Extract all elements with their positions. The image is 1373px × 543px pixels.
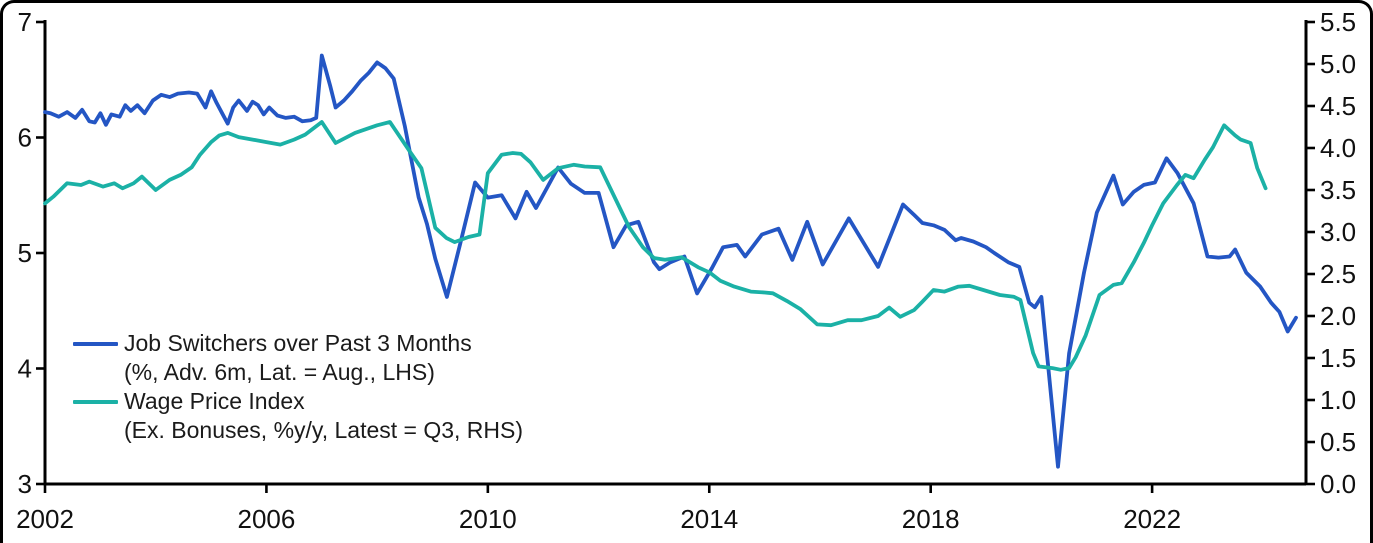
legend-sublabel-wage-price-index: (Ex. Bonuses, %y/y, Latest = Q3, RHS) — [124, 417, 524, 443]
x-axis-tick-label: 2014 — [680, 504, 738, 534]
x-axis-tick-label: 2018 — [902, 504, 960, 534]
series-line-wage-price-index — [43, 120, 1268, 372]
legend-entry-wage-price-index: Wage Price Index — [73, 387, 523, 416]
legend-line-swatch-wage-price-index — [73, 399, 118, 404]
legend-label-wage-price-index: Wage Price Index — [124, 388, 305, 414]
right-axis-tick-label: 1.5 — [1320, 343, 1356, 373]
right-axis-tick-label: 5.5 — [1320, 7, 1356, 37]
x-axis-tick-label: 2002 — [16, 504, 74, 534]
legend-subentry-job-switchers: (%, Adv. 6m, Lat. = Aug., LHS) — [73, 358, 523, 387]
chart-legend: Job Switchers over Past 3 Months (%, Adv… — [73, 329, 523, 445]
x-axis-tick-label: 2010 — [459, 504, 517, 534]
right-axis-tick-label: 5.0 — [1320, 49, 1356, 79]
right-axis-tick-label: 2.0 — [1320, 301, 1356, 331]
x-axis-tick-label: 2006 — [238, 504, 296, 534]
left-axis-tick-label: 5 — [18, 238, 32, 268]
right-axis-tick-label: 3.0 — [1320, 217, 1356, 247]
right-axis-tick-label: 2.5 — [1320, 259, 1356, 289]
left-axis-tick-label: 3 — [18, 469, 32, 499]
right-axis-tick-label: 1.0 — [1320, 385, 1356, 415]
left-axis-tick-label: 4 — [18, 354, 32, 384]
right-axis-tick-label: 0.5 — [1320, 427, 1356, 457]
right-axis-tick-label: 0.0 — [1320, 469, 1356, 499]
x-axis-tick-label: 2022 — [1123, 504, 1181, 534]
left-axis-tick-label: 7 — [18, 7, 32, 37]
left-axis-tick-label: 6 — [18, 123, 32, 153]
series-line-job-switchers-over-past-3-months — [43, 53, 1298, 469]
legend-sublabel-job-switchers: (%, Adv. 6m, Lat. = Aug., LHS) — [124, 359, 435, 385]
right-axis-tick-label: 3.5 — [1320, 175, 1356, 205]
legend-entry-job-switchers: Job Switchers over Past 3 Months — [73, 329, 523, 358]
right-axis-tick-label: 4.5 — [1320, 91, 1356, 121]
legend-label-job-switchers: Job Switchers over Past 3 Months — [124, 330, 472, 356]
legend-subentry-wage-price-index: (Ex. Bonuses, %y/y, Latest = Q3, RHS) — [73, 416, 523, 445]
legend-line-swatch-job-switchers — [73, 341, 118, 346]
right-axis-tick-label: 4.0 — [1320, 133, 1356, 163]
